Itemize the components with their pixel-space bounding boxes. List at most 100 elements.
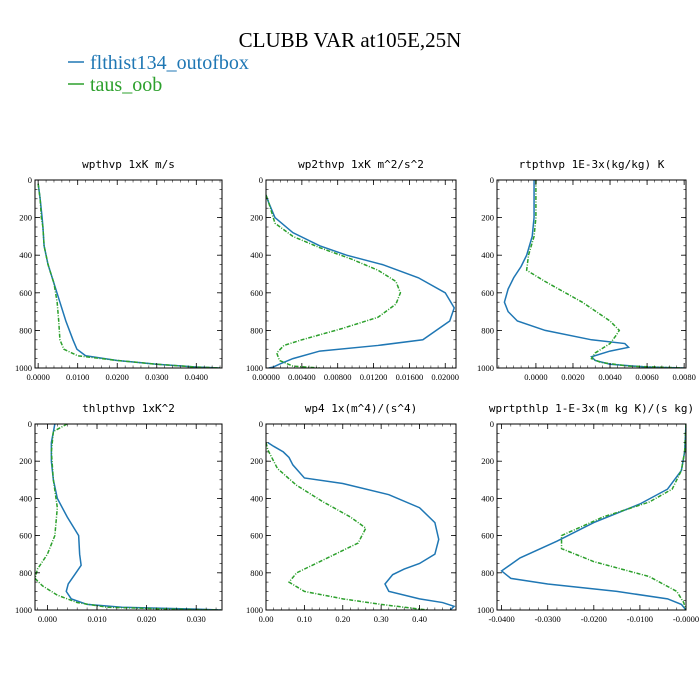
x-tick-label: 0.0020 [561,372,584,382]
x-tick-label: -0.0200 [581,614,607,624]
y-tick-label: 200 [250,456,263,466]
y-tick-label: 0 [259,175,263,185]
x-tick-label: 0.20 [335,614,350,624]
y-tick-label: 200 [481,456,494,466]
plot-frame [34,423,223,611]
y-tick-label: 600 [481,531,494,541]
y-tick-label: 600 [250,531,263,541]
x-tick-label: 0.000 [38,614,57,624]
x-tick-label: 0.030 [187,614,206,624]
y-tick-label: 1000 [246,363,263,373]
y-tick-label: 800 [250,325,263,335]
series-line-flthist134 [37,183,221,368]
x-tick-label: 0.02000 [431,372,459,382]
y-tick-label: 400 [19,493,32,503]
y-tick-label: 800 [481,568,494,578]
panel-3: rtpthvp 1E-3x(kg/kg) K 0 200 400 600 800 1000 0… [477,158,696,382]
y-tick-label: 600 [250,288,263,298]
x-tick-label: -0.0000 [673,614,699,624]
x-tick-label: 0.0000 [26,372,49,382]
y-tick-label: 400 [250,493,263,503]
y-tick-label: 200 [250,213,263,223]
y-tick-label: 400 [481,250,494,260]
series-line-taus-oob [35,424,222,610]
x-tick-label: 0.00000 [252,372,280,382]
x-tick-label: 0.01600 [396,372,424,382]
panel-title: wp4 1x(m^4)/(s^4) [305,402,418,415]
series-line-taus-oob [266,194,402,368]
panel-title: rtpthvp 1E-3x(kg/kg) K [519,158,665,171]
y-tick-label: 1000 [477,363,494,373]
x-tick-label: 0.0040 [598,372,621,382]
x-tick-label: -0.0300 [535,614,561,624]
plot-frame [265,423,457,611]
panel-4: thlpthvp 1xK^2 0 200 400 600 800 1000 0.000 0.01… [15,402,223,624]
series-line-flthist134 [500,424,686,610]
panel-6: wprtpthlp 1-E-3x(m kg K)/(s kg) 0 200 400 60… [477,402,699,624]
y-tick-label: 1000 [15,363,32,373]
x-tick-label: 0.00800 [324,372,352,382]
y-tick-label: 800 [19,568,32,578]
series-line-flthist134 [266,194,456,368]
y-tick-label: 600 [19,288,32,298]
y-tick-label: 0 [28,175,32,185]
y-tick-label: 1000 [246,605,263,615]
y-tick-label: 0 [490,419,494,429]
x-tick-label: 0.0400 [185,372,208,382]
x-tick-label: 0.0000 [524,372,547,382]
series-line-taus-oob [560,424,686,610]
y-tick-label: 800 [19,325,32,335]
x-tick-label: 0.30 [374,614,389,624]
series-line-taus-oob [525,180,685,368]
x-tick-label: 0.0300 [145,372,168,382]
x-tick-label: 0.0100 [66,372,89,382]
x-tick-label: 0.00400 [288,372,316,382]
panel-title: wpthvp 1xK m/s [82,158,175,171]
y-tick-label: 600 [19,531,32,541]
plot-frame [34,179,223,369]
y-tick-label: 400 [481,493,494,503]
y-tick-label: 1000 [15,605,32,615]
x-tick-label: 0.010 [87,614,106,624]
series-line-taus-oob [37,183,222,368]
panel-2: wp2thvp 1xK m^2/s^2020040060080010000.00… [246,158,459,382]
legend-label-flthist134: flthist134_outofbox [90,52,249,74]
y-tick-label: 200 [481,213,494,223]
plot-frame [496,423,687,611]
x-tick-label: -0.0100 [627,614,653,624]
y-tick-label: 400 [19,250,32,260]
x-tick-label: -0.0400 [489,614,515,624]
x-tick-label: 0.01200 [360,372,388,382]
x-tick-label: 0.0080 [672,372,695,382]
series-line-flthist134 [503,180,685,368]
y-tick-label: 400 [250,250,263,260]
figure-title: CLUBB VAR at105E,25N [239,28,462,52]
y-tick-label: 200 [19,456,32,466]
panel-title: wp2thvp 1xK m^2/s^2 [298,158,424,171]
series-line-flthist134 [267,441,456,610]
x-tick-label: 0.020 [137,614,156,624]
y-tick-label: 0 [259,419,263,429]
x-tick-label: 0.0060 [635,372,658,382]
x-tick-label: 0.00 [259,614,274,624]
series-line-taus-oob [266,442,428,610]
y-tick-label: 0 [28,419,32,429]
panel-title: wprtpthlp 1-E-3x(m kg K)/(s kg) [489,402,694,415]
y-tick-label: 0 [490,175,494,185]
x-tick-label: 0.10 [297,614,312,624]
legend: flthist134_outofbox taus_oob [68,52,249,96]
y-tick-label: 600 [481,288,494,298]
x-tick-label: 0.0200 [106,372,129,382]
y-tick-label: 200 [19,213,32,223]
panel-title: thlpthvp 1xK^2 [82,402,175,415]
legend-label-taus-oob: taus_oob [90,74,162,96]
y-tick-label: 1000 [477,605,494,615]
series-line-flthist134 [50,424,222,610]
plot-frame [265,179,457,369]
y-tick-label: 800 [250,568,263,578]
x-tick-label: 0.40 [412,614,427,624]
